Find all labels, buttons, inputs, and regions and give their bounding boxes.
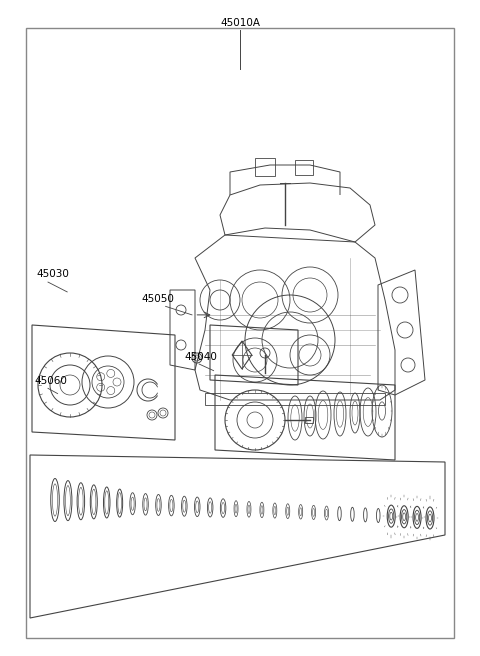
Text: 45040: 45040: [185, 352, 217, 362]
Text: 45030: 45030: [36, 269, 69, 279]
Bar: [295, 160, 313, 175]
Text: 45050: 45050: [142, 295, 174, 304]
Bar: [255, 158, 275, 176]
Bar: [26, 28, 454, 638]
Text: 45010A: 45010A: [220, 18, 260, 28]
Bar: [305, 417, 313, 423]
Text: 45060: 45060: [35, 376, 67, 386]
Bar: [205, 393, 385, 405]
